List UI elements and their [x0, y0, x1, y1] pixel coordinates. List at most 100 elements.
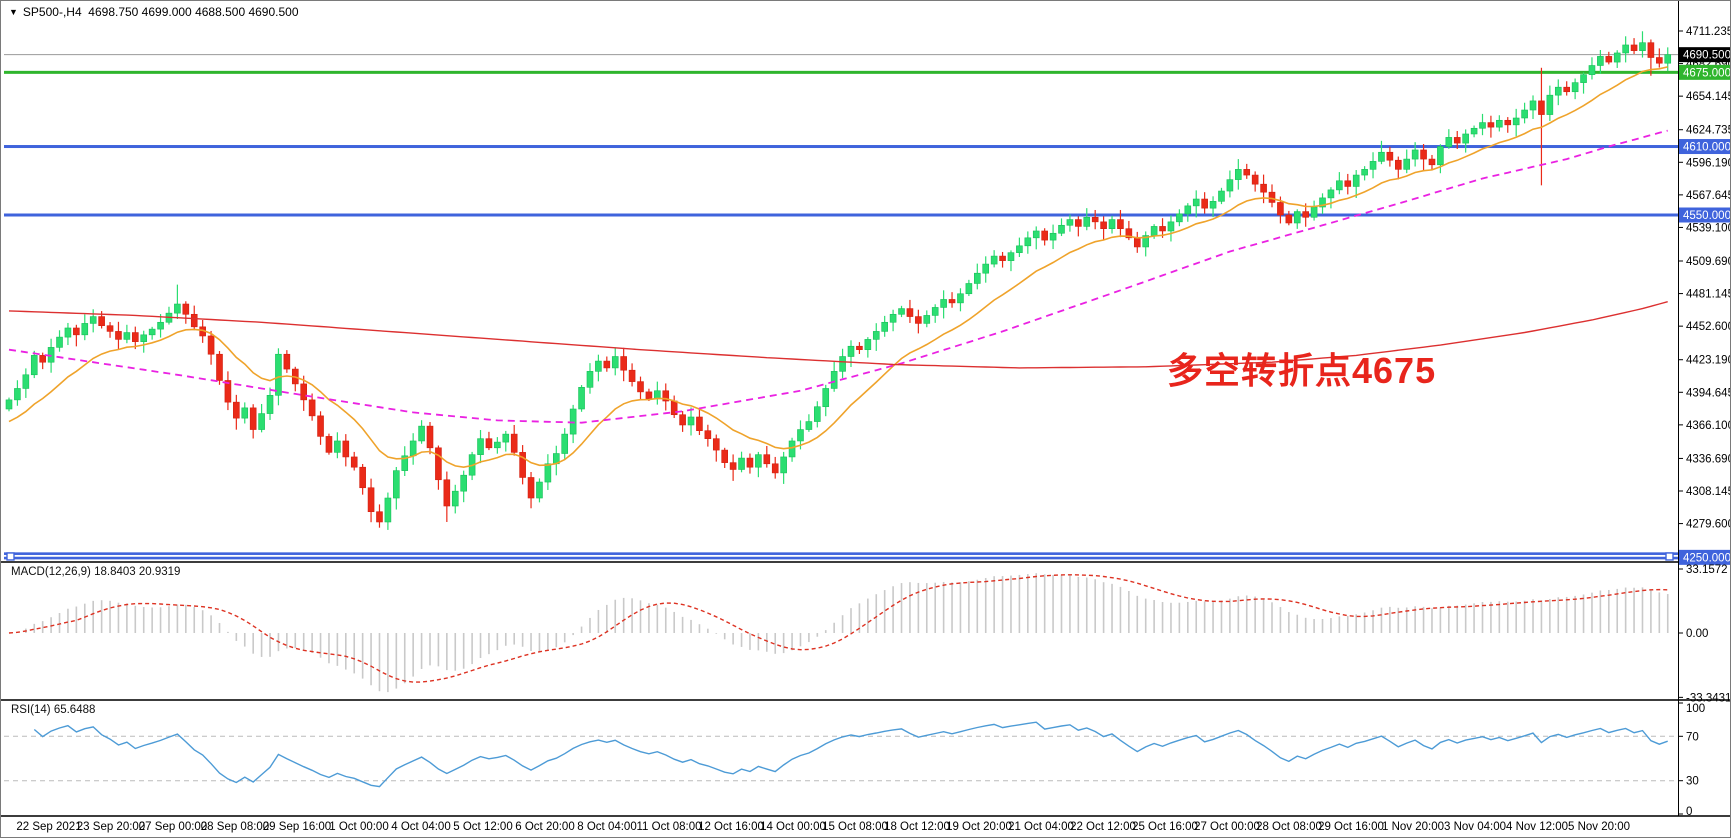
- candle-body: [746, 457, 754, 468]
- price-tick-label: 4711.235: [1686, 26, 1731, 38]
- candle-body: [1260, 183, 1267, 193]
- candle-body: [190, 313, 198, 328]
- candle-body: [477, 438, 484, 455]
- candle-body: [915, 316, 922, 324]
- panel-borders: [1, 1, 1731, 817]
- time-axis-label: 15 Oct 08:00: [822, 821, 888, 833]
- candle-body: [1167, 221, 1175, 232]
- candle-body: [157, 321, 164, 330]
- candle-body: [233, 401, 240, 419]
- candle-body: [1395, 159, 1402, 170]
- time-axis-label: 1 Oct 00:00: [329, 821, 388, 833]
- candle-body: [1369, 161, 1377, 170]
- panel-separator[interactable]: [1, 815, 1731, 817]
- candle-body: [350, 456, 358, 468]
- candle-body: [39, 355, 46, 363]
- candle-body: [1352, 174, 1360, 187]
- candle-body: [494, 441, 501, 449]
- candle-body: [1639, 42, 1646, 51]
- macd-signal-line: [8, 574, 1668, 683]
- candle-body: [763, 454, 771, 465]
- candle-body: [679, 414, 686, 426]
- time-axis-label: 1 Nov 20:00: [1382, 821, 1444, 833]
- hline-4250-b[interactable]: [4, 556, 1678, 560]
- candle-body: [1192, 198, 1200, 207]
- price-tick-label: 4481.145: [1686, 289, 1731, 301]
- candle-body: [519, 452, 526, 478]
- candle-body: [224, 380, 232, 403]
- candle-body: [1268, 191, 1276, 203]
- candle-body: [1470, 127, 1478, 135]
- candle-body: [1563, 86, 1570, 93]
- candle-body: [965, 283, 973, 295]
- candle-body: [611, 356, 619, 369]
- candle-body: [1597, 56, 1604, 66]
- candle-body: [1647, 42, 1655, 58]
- price-badge-4250-bg: [1679, 549, 1730, 565]
- hline-objects-layer: [4, 54, 1678, 561]
- candle-body: [275, 353, 282, 396]
- time-axis-label: 21 Oct 04:00: [1008, 821, 1074, 833]
- candle-body: [241, 407, 249, 419]
- symbol-title: ▼ SP500-,H4 4698.750 4699.000 4688.500 46…: [9, 5, 299, 19]
- candle-body: [1336, 180, 1343, 191]
- candle-body: [1083, 216, 1091, 227]
- candle-body: [283, 353, 291, 370]
- candle-body: [56, 336, 63, 348]
- candle-body: [1521, 109, 1528, 119]
- candle-body: [451, 490, 459, 507]
- candle-body: [1243, 169, 1251, 176]
- hline-handle-right[interactable]: [1665, 552, 1674, 561]
- candle-body: [14, 388, 21, 401]
- hline-4610[interactable]: [4, 145, 1678, 149]
- candle-body: [1117, 219, 1124, 229]
- candle-body: [1108, 219, 1116, 229]
- candle-body: [1554, 86, 1562, 96]
- candle-body: [544, 463, 552, 483]
- candle-body: [645, 391, 653, 400]
- candle-body: [788, 440, 796, 458]
- candle-body: [207, 335, 215, 355]
- candle-body: [1529, 100, 1537, 111]
- candles-layer[interactable]: [5, 31, 1672, 530]
- hline-handle-left[interactable]: [6, 552, 15, 561]
- candle-body: [940, 299, 947, 308]
- hline-4675[interactable]: [4, 70, 1678, 74]
- candle-body: [140, 334, 148, 342]
- candle-body: [1378, 151, 1385, 162]
- price-tick-label: 4624.735: [1686, 125, 1731, 137]
- candle-body: [1184, 205, 1192, 215]
- candle-body: [595, 360, 602, 372]
- candle-body: [73, 327, 80, 336]
- hline-4550[interactable]: [4, 213, 1678, 217]
- candle-body: [300, 383, 308, 401]
- macd-indicator-label: MACD(12,26,9) 18.8403 20.9319: [11, 566, 181, 578]
- macd-histogram-layer: [16, 573, 1669, 693]
- candle-body: [999, 255, 1006, 261]
- candle-body: [1293, 211, 1301, 224]
- price-badge-4675: 4675.000: [1683, 67, 1731, 79]
- candle-body: [1319, 197, 1326, 208]
- panel-separator[interactable]: [1, 699, 1731, 701]
- candle-body: [1462, 133, 1469, 144]
- hline-4250[interactable]: [4, 552, 1678, 555]
- candle-body: [1479, 122, 1486, 129]
- candle-body: [847, 345, 855, 357]
- time-axis-label: 28 Oct 08:00: [1256, 821, 1322, 833]
- candle-body: [1285, 214, 1293, 224]
- time-axis-label: 25 Oct 16:00: [1132, 821, 1198, 833]
- candle-body: [973, 272, 981, 284]
- candle-body: [797, 429, 804, 442]
- time-axis-label: 14 Oct 00:00: [760, 821, 826, 833]
- chart-text-annotation[interactable]: 多空转折点4675: [1167, 350, 1437, 391]
- symbol-period-label: SP500-,H4: [22, 5, 82, 19]
- candle-body: [771, 463, 779, 474]
- price-axis[interactable]: 4711.2354682.6904654.1454624.7354596.190…: [1678, 26, 1731, 818]
- candle-body: [1049, 232, 1057, 241]
- candle-body: [1487, 122, 1495, 128]
- panel-separator[interactable]: [1, 561, 1731, 563]
- candle-body: [1428, 158, 1436, 166]
- candle-body: [384, 497, 392, 523]
